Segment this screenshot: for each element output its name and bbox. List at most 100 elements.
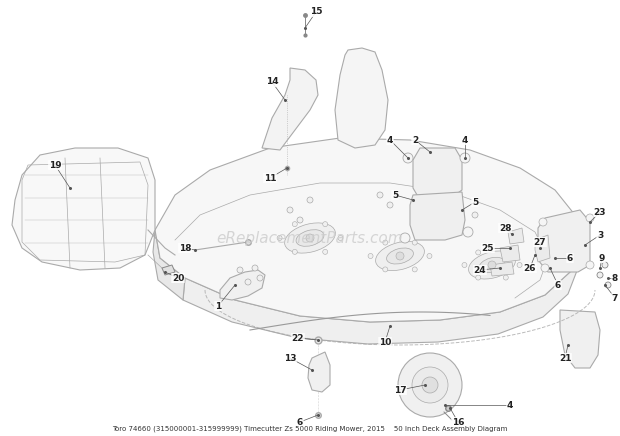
- Circle shape: [586, 214, 594, 222]
- Text: 5: 5: [392, 191, 398, 200]
- Circle shape: [383, 267, 388, 272]
- Text: 9: 9: [599, 253, 605, 262]
- Circle shape: [277, 235, 282, 241]
- Circle shape: [597, 272, 603, 278]
- Circle shape: [377, 192, 383, 198]
- Circle shape: [398, 353, 462, 417]
- Text: 16: 16: [452, 418, 464, 426]
- Text: 1: 1: [215, 302, 221, 310]
- Polygon shape: [183, 245, 580, 344]
- Ellipse shape: [469, 251, 515, 279]
- Text: 3: 3: [597, 231, 603, 239]
- Circle shape: [476, 275, 480, 280]
- Circle shape: [427, 253, 432, 259]
- Circle shape: [517, 262, 522, 268]
- Circle shape: [292, 249, 298, 254]
- Text: 24: 24: [474, 266, 486, 275]
- Ellipse shape: [376, 242, 425, 271]
- Text: 27: 27: [534, 238, 546, 246]
- Circle shape: [383, 240, 388, 245]
- Circle shape: [422, 377, 438, 393]
- Text: 18: 18: [179, 243, 191, 252]
- Circle shape: [287, 207, 293, 213]
- Polygon shape: [508, 228, 524, 244]
- Text: 20: 20: [172, 273, 184, 283]
- Text: 25: 25: [482, 243, 494, 252]
- Text: 14: 14: [266, 78, 278, 86]
- Text: 5: 5: [472, 198, 478, 207]
- Text: 19: 19: [49, 160, 61, 170]
- Ellipse shape: [296, 230, 324, 246]
- Polygon shape: [410, 192, 465, 240]
- Text: 13: 13: [284, 354, 296, 362]
- Circle shape: [503, 275, 508, 280]
- Circle shape: [338, 235, 343, 241]
- Text: 7: 7: [612, 293, 618, 303]
- Circle shape: [463, 227, 473, 237]
- Text: 23: 23: [594, 208, 606, 217]
- Circle shape: [400, 233, 410, 243]
- Circle shape: [472, 212, 478, 218]
- Circle shape: [297, 217, 303, 223]
- Circle shape: [503, 250, 508, 255]
- Polygon shape: [560, 310, 600, 368]
- Circle shape: [306, 234, 314, 242]
- Text: 15: 15: [310, 7, 322, 17]
- Ellipse shape: [479, 257, 505, 272]
- Polygon shape: [490, 262, 514, 276]
- Circle shape: [605, 282, 611, 288]
- Text: 8: 8: [612, 273, 618, 283]
- Text: 28: 28: [498, 224, 511, 232]
- Circle shape: [412, 240, 417, 245]
- Circle shape: [488, 261, 496, 269]
- Circle shape: [396, 252, 404, 260]
- Circle shape: [412, 267, 417, 272]
- Polygon shape: [500, 245, 520, 262]
- Circle shape: [602, 262, 608, 268]
- Circle shape: [322, 249, 328, 254]
- Text: 6: 6: [567, 253, 573, 262]
- Text: 17: 17: [394, 385, 406, 395]
- Text: 11: 11: [264, 174, 277, 183]
- Polygon shape: [535, 235, 550, 262]
- Text: eReplacementParts.com: eReplacementParts.com: [216, 231, 404, 245]
- Text: 4: 4: [507, 401, 513, 409]
- Text: 4: 4: [462, 136, 468, 144]
- Circle shape: [237, 267, 243, 273]
- Circle shape: [322, 221, 328, 227]
- Circle shape: [476, 250, 480, 255]
- Circle shape: [387, 202, 393, 208]
- Polygon shape: [538, 210, 590, 272]
- Polygon shape: [220, 270, 265, 300]
- Circle shape: [368, 253, 373, 259]
- Polygon shape: [335, 48, 388, 148]
- Text: 4: 4: [387, 136, 393, 144]
- Text: 6: 6: [555, 280, 561, 290]
- Circle shape: [252, 265, 258, 271]
- Circle shape: [460, 153, 470, 163]
- Text: Toro 74660 (315000001-315999999) Timecutter Zs 5000 Riding Mower, 2015    50 Inc: Toro 74660 (315000001-315999999) Timecut…: [112, 426, 508, 432]
- Polygon shape: [12, 148, 155, 270]
- Circle shape: [457, 202, 463, 208]
- Polygon shape: [155, 138, 580, 322]
- Polygon shape: [308, 352, 330, 392]
- Circle shape: [539, 218, 547, 226]
- Polygon shape: [413, 148, 462, 200]
- Circle shape: [586, 261, 594, 269]
- Ellipse shape: [285, 223, 335, 253]
- Circle shape: [403, 153, 413, 163]
- Polygon shape: [262, 68, 318, 150]
- Text: 22: 22: [292, 334, 304, 343]
- Circle shape: [462, 262, 467, 268]
- Circle shape: [292, 221, 298, 227]
- Text: 2: 2: [412, 136, 418, 144]
- Text: 10: 10: [379, 337, 391, 347]
- Polygon shape: [153, 230, 185, 300]
- Ellipse shape: [387, 248, 414, 264]
- Circle shape: [412, 367, 448, 403]
- Circle shape: [245, 279, 251, 285]
- Circle shape: [257, 275, 263, 281]
- Circle shape: [541, 264, 549, 272]
- Text: 21: 21: [559, 354, 571, 362]
- Text: 26: 26: [524, 263, 536, 272]
